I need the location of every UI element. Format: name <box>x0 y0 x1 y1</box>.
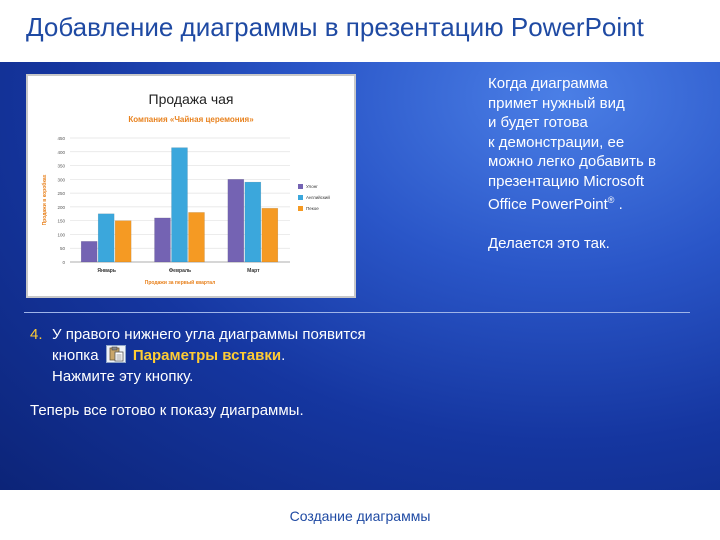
title-bar: Добавление диаграммы в презентацию Power… <box>0 0 720 62</box>
legend-swatch <box>298 206 303 211</box>
final-text: Теперь все готово к показу диаграммы. <box>30 402 304 419</box>
y-tick-label: 0 <box>62 260 65 265</box>
y-axis-label: Продажи в коробках <box>41 174 48 225</box>
paste-options-label: Параметры вставки <box>132 347 282 364</box>
x-tick-label: Февраль <box>169 268 191 274</box>
legend-entry: Улонг <box>306 184 318 189</box>
footer: Создание диаграммы <box>0 490 720 540</box>
side-line: можно легко добавить в <box>488 153 656 170</box>
footer-text: Создание диаграммы <box>289 508 431 524</box>
bar <box>114 220 132 263</box>
divider-line <box>24 312 690 313</box>
period: . <box>614 196 623 213</box>
y-tick-label: 50 <box>60 246 66 251</box>
bar <box>244 181 262 263</box>
y-tick-label: 350 <box>57 164 65 169</box>
legend-entry: Английский <box>306 194 330 200</box>
side-line: Когда диаграмма <box>488 75 608 92</box>
registered-mark: ® <box>607 195 615 205</box>
step-text: кнопка <box>52 347 99 364</box>
step-line: У правого нижнего угла диаграммы появитс… <box>52 326 366 343</box>
bar <box>154 217 171 263</box>
step-line: Нажмите эту кнопку. <box>52 368 194 385</box>
product-name: Office PowerPoint <box>488 196 608 213</box>
side-line: презентацию Microsoft <box>488 172 645 190</box>
bar <box>80 241 98 263</box>
x-tick-label: Март <box>247 268 260 274</box>
legend-swatch <box>298 184 303 189</box>
bar <box>188 212 205 263</box>
step-body: У правого нижнего угла диаграммы появитс… <box>52 324 492 387</box>
y-tick-label: 450 <box>57 136 65 141</box>
bar <box>227 179 245 263</box>
x-tick-label: Январь <box>97 268 116 274</box>
y-tick-label: 200 <box>57 205 65 210</box>
chart-subtitle: Компания «Чайная церемония» <box>128 115 254 124</box>
slide-title: Добавление диаграммы в презентацию Power… <box>26 12 644 42</box>
chart-image: Продажа чая Компания «Чайная церемония» 0 5… <box>26 74 356 298</box>
bar <box>97 213 115 263</box>
side-description: Когда диаграмма примет нужный вид и буде… <box>488 74 703 254</box>
side-line: Office PowerPoint® . <box>488 191 703 215</box>
y-tick-label: 150 <box>57 219 65 224</box>
side-line: Делается это так. <box>488 235 610 252</box>
y-tick-label: 100 <box>57 232 65 237</box>
x-axis-label: Продажи за первый квартал <box>145 279 216 286</box>
side-line: и будет готова <box>488 114 588 131</box>
y-tick-label: 400 <box>57 150 65 155</box>
step-line: кнопка Параметры вставки. <box>52 345 492 366</box>
side-line: к демонстрации, ее <box>488 133 625 151</box>
chart-title: Продажа чая <box>149 91 234 107</box>
bar <box>171 147 188 263</box>
step-period: . <box>281 347 286 364</box>
bar <box>261 208 279 263</box>
side-line: примет нужный вид <box>488 94 625 112</box>
legend-swatch <box>298 195 303 200</box>
y-tick-label: 300 <box>57 177 65 182</box>
legend-entry: Пекое <box>306 206 319 211</box>
tea-sales-chart: Продажа чая Компания «Чайная церемония» 0 5… <box>41 91 330 286</box>
step-number: 4. <box>30 326 43 343</box>
y-tick-label: 250 <box>57 191 65 196</box>
paste-options-icon[interactable] <box>105 345 126 364</box>
